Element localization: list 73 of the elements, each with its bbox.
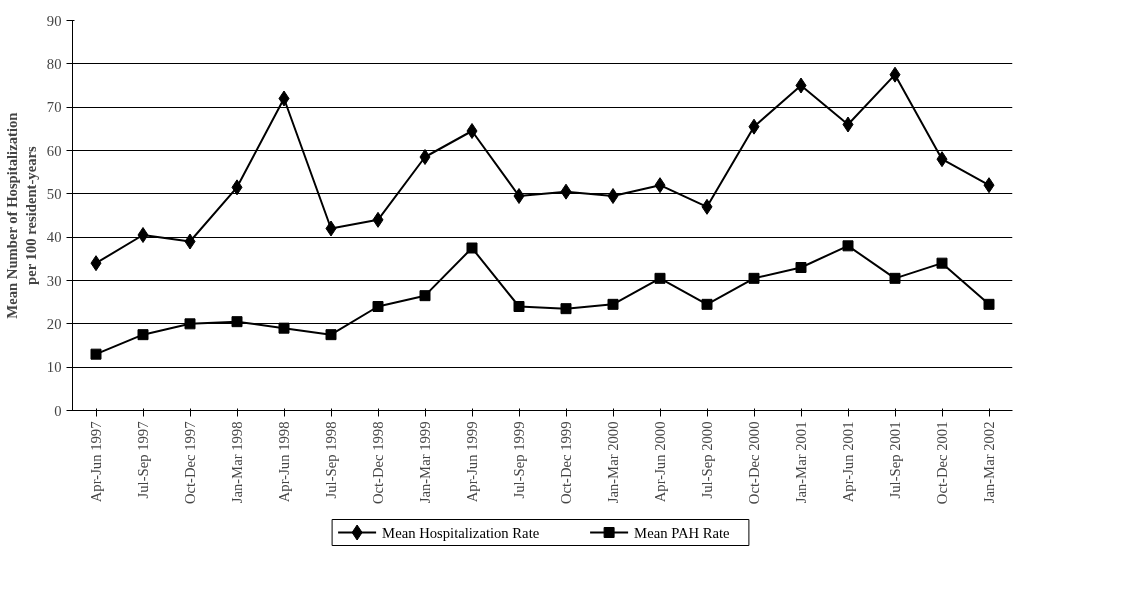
x-tick-label: Jul-Sep 1999 [511,421,527,499]
x-tick-label: Apr-Jun 1998 [276,421,292,503]
y-tick-label: 70 [46,99,62,116]
point [325,329,337,341]
point [654,177,666,194]
x-tick-label: Oct-Dec 2001 [934,421,950,505]
point [90,348,102,360]
x-tick-label: Apr-Jun 1997 [88,421,104,503]
point [748,118,760,135]
y-tick-label: 10 [46,359,62,376]
point [372,211,384,228]
x-tick-label: Oct-Dec 1999 [558,421,574,505]
x-tick-label: Oct-Dec 2000 [746,421,762,505]
point [513,301,525,312]
point [231,179,243,196]
point [466,242,478,254]
legend-label: Mean Hospitalization Rate [382,524,540,541]
point [278,322,290,334]
x-tick-label: Oct-Dec 1997 [182,421,198,505]
point [701,198,713,215]
point [889,66,901,83]
point [607,298,619,310]
point [983,177,995,194]
x-tick-label: Jul-Sep 2000 [699,421,715,499]
point [419,290,431,302]
point [466,123,478,139]
point [889,272,901,284]
x-tick-label: Apr-Jun 2001 [840,421,856,503]
legend-label: Mean PAH Rate [634,524,730,541]
y-tick-label: 30 [46,272,62,289]
x-tick-label: Jul-Sep 1998 [323,421,339,499]
y-tick-label: 80 [46,55,62,72]
x-tick-label: Jan-Mar 1998 [229,421,245,504]
point [795,262,807,273]
x-tick-label: Oct-Dec 1998 [370,421,386,505]
x-tick-label: Jul-Sep 1997 [135,421,151,499]
point [278,90,290,107]
y-tick-label: 60 [46,142,62,159]
point [795,77,807,94]
point [654,272,666,284]
y-axis-title: Mean Number of Hospitalization per 100 resident-years [3,112,39,319]
y-tick-label: 20 [46,315,62,332]
x-tick-label: Jan-Mar 2000 [605,421,621,504]
point [90,255,102,272]
y-tick-label: 0 [54,402,62,419]
x-tick-label: Apr-Jun 1999 [464,421,480,503]
point [701,298,713,310]
point [372,301,384,312]
y-tick-label: 50 [46,185,62,202]
point [513,188,525,204]
x-tick-label: Jan-Mar 1999 [417,421,433,504]
point [560,183,572,200]
x-tick-label: Jan-Mar 2001 [793,421,809,504]
point [325,220,337,237]
point [560,303,572,315]
point [184,318,196,330]
y-tick-label: 90 [46,12,62,29]
x-tick-label: Jul-Sep 2001 [887,421,903,499]
point [748,272,760,284]
point [184,233,196,250]
point [231,316,243,328]
point [842,240,854,252]
point [137,329,149,341]
point [842,116,854,133]
point [983,298,995,310]
point [936,257,948,269]
point [936,151,948,168]
y-tick-label: 40 [46,229,62,246]
point [419,149,431,165]
point [607,188,619,204]
x-tick-label: Jan-Mar 2002 [981,421,997,504]
x-tick-label: Apr-Jun 2000 [652,421,668,503]
point [137,227,149,243]
